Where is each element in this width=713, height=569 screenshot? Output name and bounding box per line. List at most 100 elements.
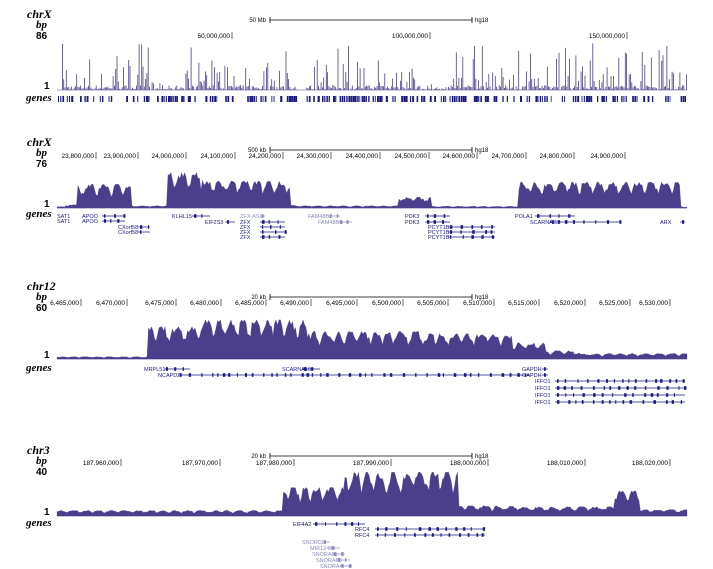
gene-block — [405, 96, 408, 102]
signal-bar — [397, 86, 399, 90]
gene-block — [71, 96, 74, 102]
assembly-label: hg18 — [475, 18, 489, 24]
signal-bar — [368, 85, 370, 90]
gene-exon — [482, 527, 486, 531]
signal-bar — [496, 86, 497, 90]
gene-block — [667, 96, 669, 102]
gene-exon — [270, 225, 272, 229]
gene-block — [443, 96, 445, 102]
signal-bar — [556, 58, 557, 90]
signal-bar — [219, 71, 221, 90]
signal-bar — [608, 86, 609, 90]
gene-exon — [557, 400, 560, 404]
gene-exon — [558, 214, 560, 218]
gene-block — [249, 96, 252, 102]
signal-bar — [539, 88, 540, 90]
gene-block — [212, 96, 214, 102]
gene-exon — [549, 214, 551, 218]
signal-bar — [465, 87, 466, 90]
gene-block — [669, 96, 671, 102]
y-unit-label: bp — [36, 291, 48, 303]
signal-bar — [614, 86, 616, 90]
signal-bar — [545, 85, 547, 90]
gene-exon — [262, 225, 264, 229]
signal-bar — [205, 71, 206, 90]
signal-bar — [475, 78, 477, 90]
signal-bar — [439, 88, 440, 90]
gene-exon — [477, 373, 480, 377]
signal-bar — [158, 89, 159, 90]
signal-bar — [411, 68, 413, 90]
signal-bar — [467, 85, 469, 90]
signal-bar — [224, 65, 226, 90]
signal-bar — [584, 75, 586, 90]
signal-bar — [424, 89, 426, 90]
signal-bar — [504, 88, 505, 90]
gene-block — [605, 96, 607, 102]
y-unit-label: bp — [36, 19, 48, 31]
signal-bar — [104, 87, 106, 90]
signal-bar — [259, 89, 261, 90]
signal-bar — [325, 64, 327, 90]
gene-exon — [104, 219, 107, 223]
gene-exon — [326, 373, 329, 377]
x-tick-label: 23,900,000 — [103, 153, 136, 160]
gene-block — [643, 96, 646, 102]
signal-bar — [251, 86, 253, 90]
gene-block — [564, 96, 565, 102]
gene-block — [348, 96, 351, 102]
signal-bar — [247, 86, 249, 90]
signal-bar — [595, 86, 596, 90]
gene-exon — [544, 373, 546, 377]
signal-bar — [410, 87, 412, 90]
gene-block — [359, 96, 361, 102]
signal-bar — [71, 86, 72, 90]
signal-bar — [511, 87, 513, 90]
signal-bar — [686, 74, 687, 90]
x-tick-label: 100,000,000 — [392, 33, 429, 40]
signal-bar — [197, 85, 198, 90]
signal-bar — [98, 88, 100, 90]
signal-bar — [567, 75, 569, 90]
gene-label: RFC4 — [355, 533, 369, 539]
x-tick-label: 6,490,000 — [280, 300, 309, 307]
gene-block — [209, 96, 212, 102]
signal-bar — [387, 86, 388, 90]
signal-bar — [663, 87, 665, 90]
gene-block — [148, 96, 150, 102]
gene-exon — [418, 527, 422, 531]
signal-bar — [62, 43, 63, 90]
x-tick-label: 50,000,000 — [197, 33, 230, 40]
signal-bar — [518, 50, 520, 90]
signal-bar — [604, 89, 605, 90]
signal-bar — [580, 71, 582, 90]
gene-exon — [377, 527, 379, 531]
signal-bar — [453, 78, 455, 90]
signal-bar — [574, 86, 575, 90]
signal-bar — [531, 79, 533, 90]
signal-bar — [264, 89, 266, 90]
gene-exon — [385, 527, 388, 531]
signal-bar — [544, 85, 546, 90]
gene-block — [550, 96, 552, 102]
gene-block — [227, 96, 230, 102]
signal-bar — [662, 55, 664, 90]
chrom-label: chr3 — [27, 443, 50, 457]
gene-exon — [336, 214, 339, 218]
signal-bar — [86, 87, 88, 90]
signal-bar — [461, 77, 462, 90]
gene-exon — [404, 533, 406, 537]
signal-bar — [327, 72, 328, 90]
signal-bar — [488, 74, 490, 90]
signal-bar — [129, 66, 131, 90]
gene-exon — [263, 373, 265, 377]
gene-exon — [402, 373, 406, 377]
gene-exon — [431, 533, 434, 537]
gene-block — [361, 96, 364, 102]
gene-exon — [593, 393, 596, 397]
y-max-label: 76 — [36, 159, 48, 170]
signal-bar — [160, 89, 162, 90]
signal-bar — [192, 85, 193, 90]
gene-label: SNORA81 — [312, 552, 338, 558]
